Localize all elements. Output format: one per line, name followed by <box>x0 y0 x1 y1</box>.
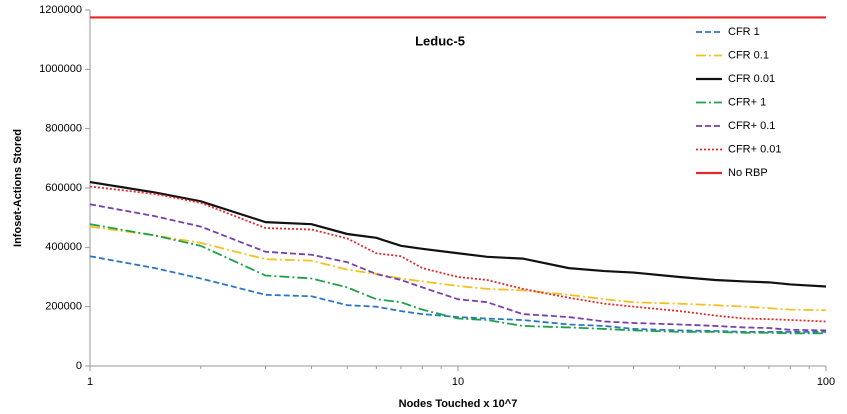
y-axis-title: Infoset-Actions Stored <box>12 129 24 247</box>
legend-label: No RBP <box>728 167 768 179</box>
y-tick-label: 200000 <box>45 301 82 313</box>
legend-label: CFR+ 1 <box>728 96 766 108</box>
legend-label: CFR 0.01 <box>728 73 775 85</box>
chart-title: Leduc-5 <box>415 33 465 48</box>
y-tick-label: 600000 <box>45 182 82 194</box>
series-line <box>89 255 826 333</box>
series-line <box>89 203 827 332</box>
y-tick-label: 400000 <box>45 241 82 253</box>
y-tick-label: 1000000 <box>39 63 82 75</box>
y-tick-label: 0 <box>76 360 82 372</box>
legend-label: CFR 0.1 <box>728 49 769 61</box>
legend-label: CFR+ 0.01 <box>728 143 782 155</box>
legend-label: CFR+ 0.1 <box>728 120 775 132</box>
y-tick-label: 800000 <box>45 123 82 135</box>
x-tick-label: 1 <box>87 376 93 388</box>
legend-label: CFR 1 <box>728 26 760 38</box>
x-axis-title: Nodes Touched x 10^7 <box>399 398 518 410</box>
x-tick-label: 100 <box>817 376 835 388</box>
x-tick-label: 10 <box>452 376 464 388</box>
y-tick-label: 1200000 <box>39 4 82 16</box>
series-line <box>89 223 826 335</box>
series-line <box>89 180 827 288</box>
series-line <box>89 185 827 323</box>
series-line <box>89 225 827 312</box>
